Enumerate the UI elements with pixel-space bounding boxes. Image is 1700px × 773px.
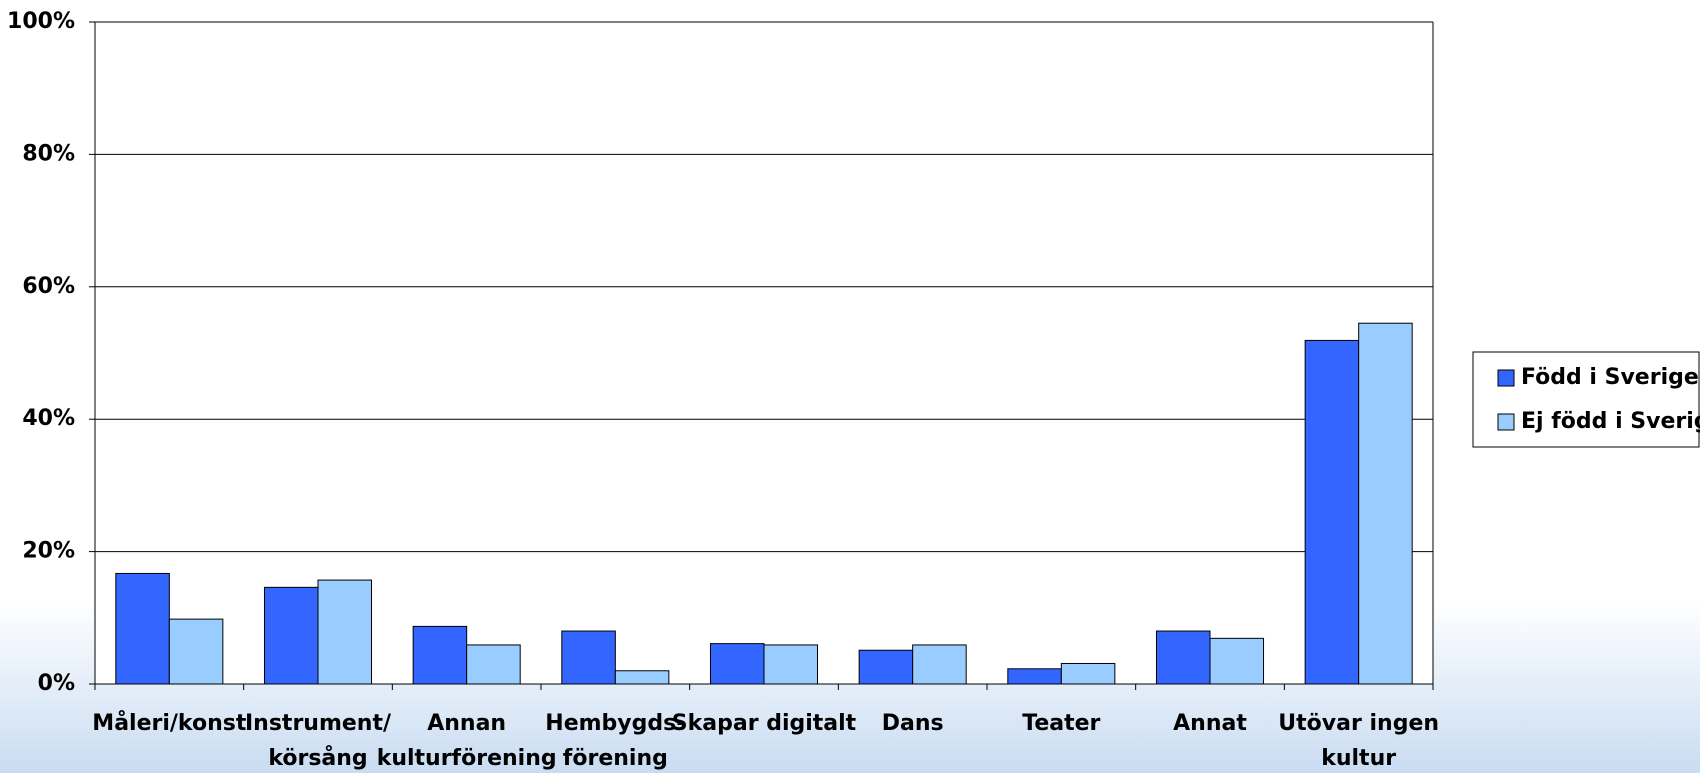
chart: 0%20%40%60%80%100%Måleri/konstInstrument… <box>0 0 1700 773</box>
bar <box>615 671 669 684</box>
x-tick-label: Skapar digitalt <box>672 711 857 736</box>
bar <box>264 587 318 684</box>
x-tick-label: Måleri/konst <box>92 710 247 736</box>
bar <box>764 645 818 684</box>
bar <box>169 619 223 684</box>
bar <box>413 626 467 684</box>
y-tick-label: 0% <box>38 671 75 696</box>
y-tick-label: 40% <box>22 406 75 431</box>
bar <box>1061 663 1115 684</box>
legend-swatch <box>1498 414 1514 430</box>
bar <box>562 631 616 684</box>
bar <box>913 645 967 684</box>
bar <box>1359 323 1413 684</box>
y-tick-label: 100% <box>7 9 75 34</box>
plot-area <box>95 22 1433 684</box>
x-tick-label: Annat <box>1173 711 1247 736</box>
legend-label: Född i Sverige <box>1521 365 1699 390</box>
bar <box>318 580 372 684</box>
bar <box>1156 631 1210 684</box>
bar <box>467 645 521 684</box>
legend-label: Ej född i Sverige <box>1521 409 1700 434</box>
bar <box>1008 669 1062 684</box>
bar <box>859 650 913 684</box>
y-tick-label: 60% <box>22 274 75 299</box>
bar <box>1210 638 1264 684</box>
y-tick-label: 80% <box>22 141 75 166</box>
bar <box>710 644 764 684</box>
y-tick-label: 20% <box>22 539 75 564</box>
x-tick-label: Dans <box>882 711 944 736</box>
x-tick-label: Teater <box>1022 711 1100 736</box>
bar <box>116 573 170 684</box>
legend-swatch <box>1498 370 1514 386</box>
bar <box>1305 340 1359 684</box>
